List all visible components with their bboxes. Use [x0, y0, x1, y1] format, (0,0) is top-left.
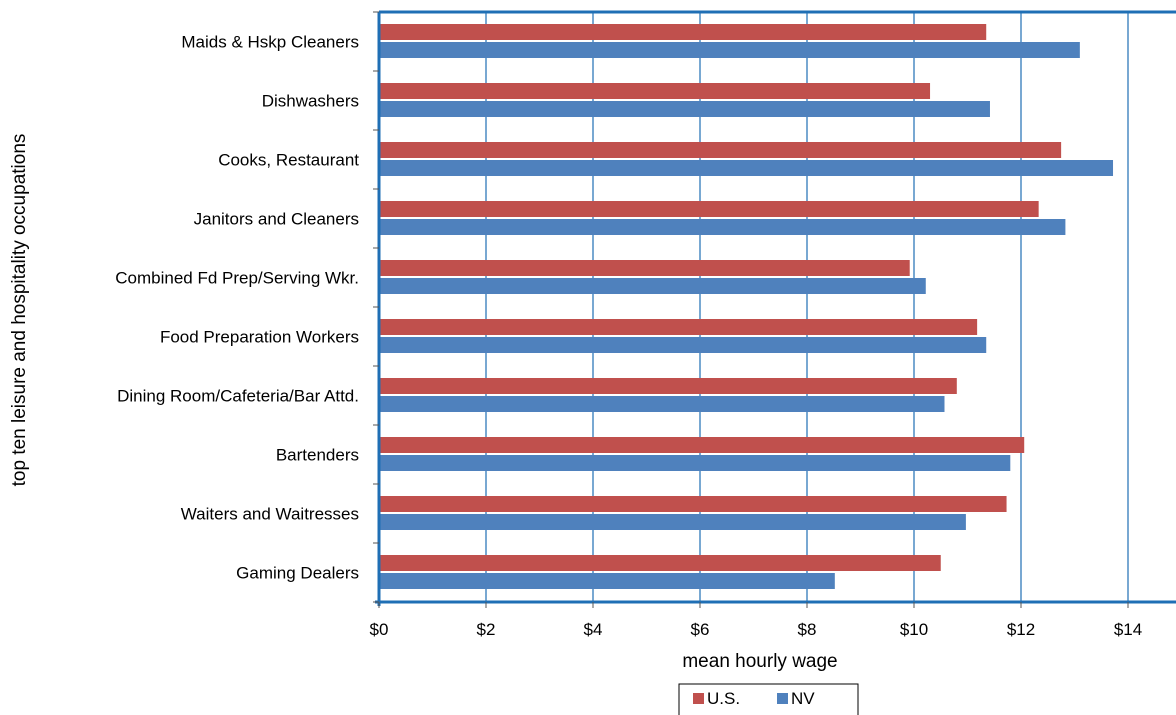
x-tick-label: $0: [370, 620, 389, 639]
x-tick-label: $8: [798, 620, 817, 639]
bar-nv: [379, 278, 926, 294]
category-label: Dishwashers: [262, 92, 359, 111]
category-label: Janitors and Cleaners: [194, 210, 359, 229]
x-tick-label: $4: [584, 620, 603, 639]
bar-us: [379, 496, 1007, 512]
x-tick-label: $2: [477, 620, 496, 639]
legend-label: NV: [791, 689, 815, 708]
bar-us: [379, 142, 1062, 158]
category-label: Cooks, Restaurant: [218, 151, 359, 170]
bar-us: [379, 24, 987, 40]
bar-us: [379, 378, 957, 394]
bar-nv: [379, 160, 1114, 176]
x-tick-labels: $0 $2 $4 $6 $8 $10 $12 $14: [370, 620, 1143, 639]
category-label: Combined Fd Prep/Serving Wkr.: [115, 269, 359, 288]
bar-nv: [379, 396, 945, 412]
category-label: Bartenders: [276, 446, 359, 465]
category-label: Gaming Dealers: [236, 564, 359, 583]
category-label: Food Preparation Workers: [160, 328, 359, 347]
x-tick-label: $14: [1114, 620, 1142, 639]
category-label: Dining Room/Cafeteria/Bar Attd.: [117, 387, 359, 406]
bar-us: [379, 260, 910, 276]
legend-box: [678, 683, 859, 715]
bar-nv: [379, 573, 835, 589]
x-tick-label: $6: [691, 620, 710, 639]
x-tick-label: $12: [1007, 620, 1035, 639]
bar-nv: [379, 337, 987, 353]
x-axis-title: mean hourly wage: [682, 651, 837, 672]
bar-us: [379, 437, 1025, 453]
legend-swatch: [777, 693, 788, 704]
category-label: Maids & Hskp Cleaners: [181, 33, 359, 52]
bar-us: [379, 555, 941, 571]
category-label: Waiters and Waitresses: [181, 505, 359, 524]
bar-nv: [379, 455, 1011, 471]
bar-nv: [379, 101, 990, 117]
x-tick-label: $10: [900, 620, 928, 639]
axes: [373, 10, 1176, 608]
legend-label: U.S.: [707, 689, 740, 708]
bar-us: [379, 83, 931, 99]
bar-us: [379, 319, 978, 335]
category-labels: Maids & Hskp Cleaners Dishwashers Cooks, R…: [115, 33, 359, 583]
gridlines: [485, 12, 1129, 602]
bar-nv: [379, 42, 1080, 58]
bars: [379, 24, 1114, 589]
bar-nv: [379, 219, 1066, 235]
bar-us: [379, 201, 1039, 217]
bar-nv: [379, 514, 966, 530]
y-axis-title: top ten leisure and hospitality occupati…: [9, 134, 30, 487]
legend-swatch: [693, 693, 704, 704]
legend: U.S. NV: [678, 683, 859, 715]
